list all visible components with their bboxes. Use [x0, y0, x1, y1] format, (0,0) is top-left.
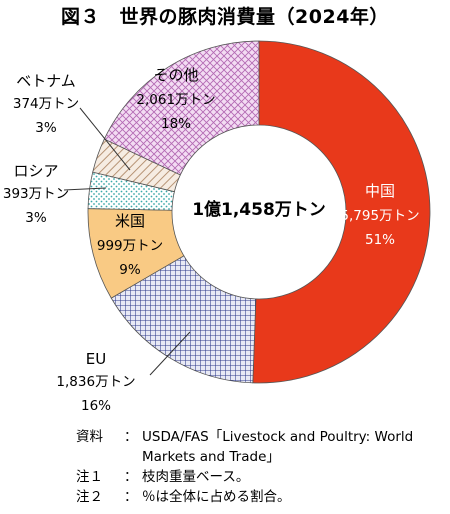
slice-label-name-5: その他 — [153, 66, 198, 84]
slice-label-value-2: 999万トン — [97, 238, 163, 254]
slice-label-name-0: 中国 — [365, 182, 395, 200]
donut-center-total: 1億1,458万トン — [192, 199, 326, 220]
slice-label-pct-5: 18% — [161, 116, 191, 132]
leader-line-3 — [63, 187, 107, 191]
slice-label-value-3: 393万トン — [3, 186, 69, 202]
slice-label-pct-4: 3% — [35, 120, 57, 136]
source-key: 資料 — [76, 429, 103, 445]
note1-text: 枝肉重量ベース。 — [142, 469, 250, 485]
slice-label-value-1: 1,836万トン — [56, 374, 135, 390]
donut-chart: 中国 5,795万トン 51% EU 1,836万トン 16% 米国 999万トン 9% ロシア 3… — [3, 40, 431, 414]
source-row: 資料 ： USDA/FAS「Livestock and Poultry: Wor… — [76, 427, 442, 447]
slice-label-name-4: ベトナム — [16, 72, 76, 90]
slice-label-pct-3: 3% — [25, 210, 47, 226]
slice-label-value-5: 2,061万トン — [136, 92, 215, 108]
slice-label-pct-2: 9% — [119, 262, 141, 278]
slice-label-pct-1: 16% — [81, 398, 111, 414]
note1-key: 注１ — [76, 469, 103, 485]
note1-row: 注１ ： 枝肉重量ベース。 — [76, 467, 442, 487]
source-text: USDA/FAS「Livestock and Poultry: World — [142, 429, 414, 445]
slice-label-name-3: ロシア — [13, 162, 58, 180]
slice-label-name-1: EU — [86, 350, 106, 368]
notes-block: 資料 ： USDA/FAS「Livestock and Poultry: Wor… — [76, 427, 442, 507]
chart-title: 図３ 世界の豚肉消費量（2024年） — [61, 6, 389, 28]
note2-text: ％は全体に占める割合。 — [142, 489, 291, 505]
slice-5 — [103, 40, 260, 176]
slice-0 — [252, 40, 431, 384]
leader-line-1 — [149, 331, 191, 376]
slice-label-name-2: 米国 — [115, 212, 145, 230]
source-text-cont: Markets and Trade」 — [142, 449, 280, 465]
slice-label-value-0: 5,795万トン — [340, 208, 419, 224]
slice-label-value-4: 374万トン — [13, 96, 79, 112]
note2-row: 注２ ： ％は全体に占める割合。 — [76, 487, 442, 507]
slice-label-pct-0: 51% — [365, 232, 395, 248]
note2-key: 注２ — [76, 489, 103, 505]
leader-line-4 — [79, 107, 131, 171]
